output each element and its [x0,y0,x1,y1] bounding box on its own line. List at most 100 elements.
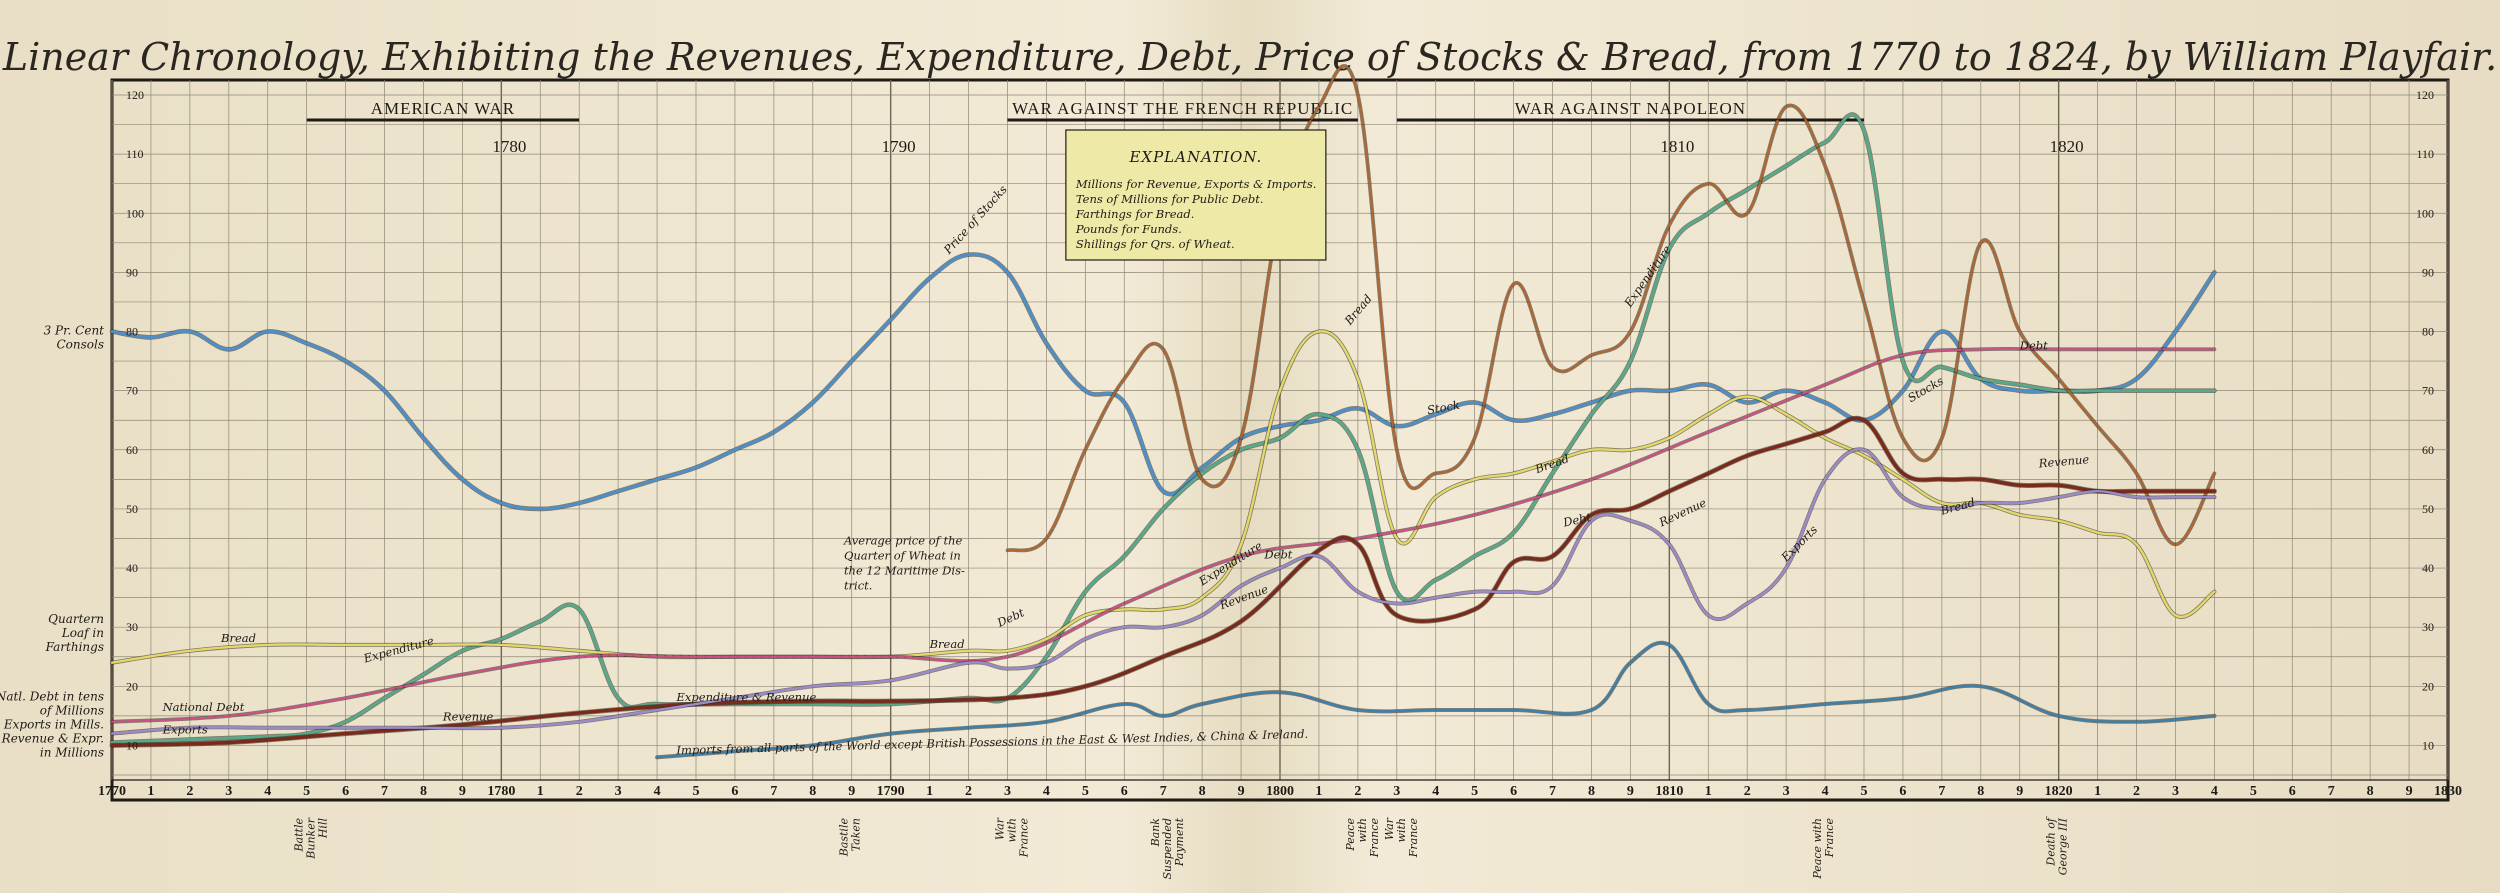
left-axis-label-line: of Millions [40,704,104,718]
decade-label: 1810 [1660,137,1694,156]
y-tick-label-right: 20 [2422,679,2434,693]
explanation-line: Farthings for Bread. [1075,207,1195,221]
x-tick-label: 5 [693,784,700,799]
war-label: WAR AGAINST NAPOLEON [1515,99,1746,118]
left-axis-label-line: Natl. Debt in tens [0,690,104,704]
x-tick-label: 8 [809,784,816,799]
y-tick-label-right: 100 [2416,206,2434,220]
x-tick-label: 8 [2367,784,2374,799]
y-tick-label-right: 90 [2422,265,2434,279]
decade-label: 1820 [2050,137,2084,156]
wheat-note-line: the 12 Maritime Dis- [844,563,965,577]
x-tick-label: 3 [225,784,232,799]
series-annotation: Revenue [442,710,494,724]
x-tick-label: 1800 [1266,784,1294,799]
x-tick-label: 1770 [98,784,126,799]
x-tick-label: 3 [2172,784,2179,799]
x-tick-label: 6 [342,784,349,799]
y-tick-label-left: 70 [126,384,138,398]
explanation-frame [1065,129,1327,261]
x-tick-label: 9 [2406,784,2413,799]
series-annotation: Debt [2019,338,2048,352]
event-label-line: Bank [1149,818,1162,848]
x-tick-label: 1830 [2434,784,2462,799]
x-tick-label: 4 [1432,784,1439,799]
x-tick-label: 5 [2250,784,2257,799]
series-annotation: Bread [220,631,256,645]
x-tick-label: 1810 [1655,784,1683,799]
left-axis-label-line: Farthings [45,640,104,654]
event-label-line: George III [2057,817,2070,875]
y-tick-label-left: 90 [126,265,138,279]
x-tick-label: 2 [186,784,193,799]
series-lines [109,64,2217,760]
x-tick-label: 6 [1899,784,1906,799]
y-tick-labels: 10 10 20 20 30 30 40 40 50 50 60 60 70 70 80 80 90 90 100 1… [126,88,2434,752]
x-tick-label: 8 [420,784,427,799]
x-tick-label: 5 [303,784,310,799]
left-axis-label-line: Quartern [48,612,104,626]
x-tick-label: 6 [1121,784,1128,799]
series-average-price-of-the-quarter-of-wheat [1006,64,2216,552]
event-label-line: Peace [1344,818,1357,852]
war-periods: AMERICAN WAR WAR AGAINST THE FRENCH REPUB… [306,99,1864,122]
x-tick-label: 9 [1238,784,1245,799]
series-annotation: National Debt [162,700,245,714]
x-tick-label: 5 [1861,784,1868,799]
series-annotation: Debt [1263,548,1292,562]
y-tick-label-right: 10 [2422,738,2434,752]
wheat-note-line: Average price of the [843,533,963,547]
decade-label: 1780 [492,137,526,156]
x-tick-label: 7 [770,784,777,799]
series-annotation: Expenditure & Revenue [676,690,817,704]
wheat-note-line: Quarter of Wheat in [844,548,961,562]
x-tick-label: 9 [1627,784,1634,799]
event-label-line: Suspended [1161,818,1174,880]
y-tick-label-left: 80 [126,325,138,339]
event-label-line: with [1395,818,1408,842]
x-tick-label: 1 [147,784,154,799]
event-label-line: Bunker [305,817,318,859]
x-tick-label: 4 [1043,784,1050,799]
event-labels: Battle Bunker Hill Bastile Taken War with Franc… [293,816,2070,880]
event-label-line: France [1368,818,1381,859]
x-tick-label: 7 [1938,784,1945,799]
y-tick-label-left: 60 [126,443,138,457]
x-tick-label: 9 [459,784,466,799]
x-tick-label: 2 [2133,784,2140,799]
x-tick-label: 6 [731,784,738,799]
y-tick-label-left: 110 [126,147,144,161]
series-annotation: Stock [1426,398,1461,417]
x-tick-label: 1820 [2045,784,2073,799]
x-tick-label: 5 [1082,784,1089,799]
x-tick-label: 2 [1354,784,1361,799]
explanation-line: Shillings for Qrs. of Wheat. [1076,237,1235,251]
x-tick-label: 2 [1744,784,1751,799]
y-tick-label-right: 30 [2422,620,2434,634]
x-tick-label: 1 [537,784,544,799]
y-tick-label-right: 40 [2422,561,2434,575]
series-annotation: Bread [929,637,965,651]
series-national-debt [110,347,2216,723]
event-label-line: Peace with [1811,818,1824,880]
event-label-line: with [1005,818,1018,842]
left-axis-label-line: Loaf in [61,626,104,640]
explanation-line: Pounds for Funds. [1075,222,1182,236]
y-tick-label-left: 50 [126,502,138,516]
explanation-title: EXPLANATION. [1128,148,1262,166]
series-annotation: Exports [162,723,208,737]
x-tick-label: 6 [2289,784,2296,799]
x-tick-label: 3 [1393,784,1400,799]
event-label-line: with [1356,818,1369,842]
event-label-line: Taken [850,818,863,851]
y-tick-label-right: 70 [2422,384,2434,398]
wheat-note-line: trict. [844,578,873,592]
x-tick-label: 1 [926,784,933,799]
decade-label: 1790 [882,137,916,156]
y-tick-label-left: 100 [126,206,144,220]
x-tick-label: 4 [2211,784,2218,799]
chart-title: Linear Chronology, Exhibiting the Revenu… [2,35,2497,79]
series-price-of-stocks [110,252,2216,511]
y-tick-label-right: 50 [2422,502,2434,516]
